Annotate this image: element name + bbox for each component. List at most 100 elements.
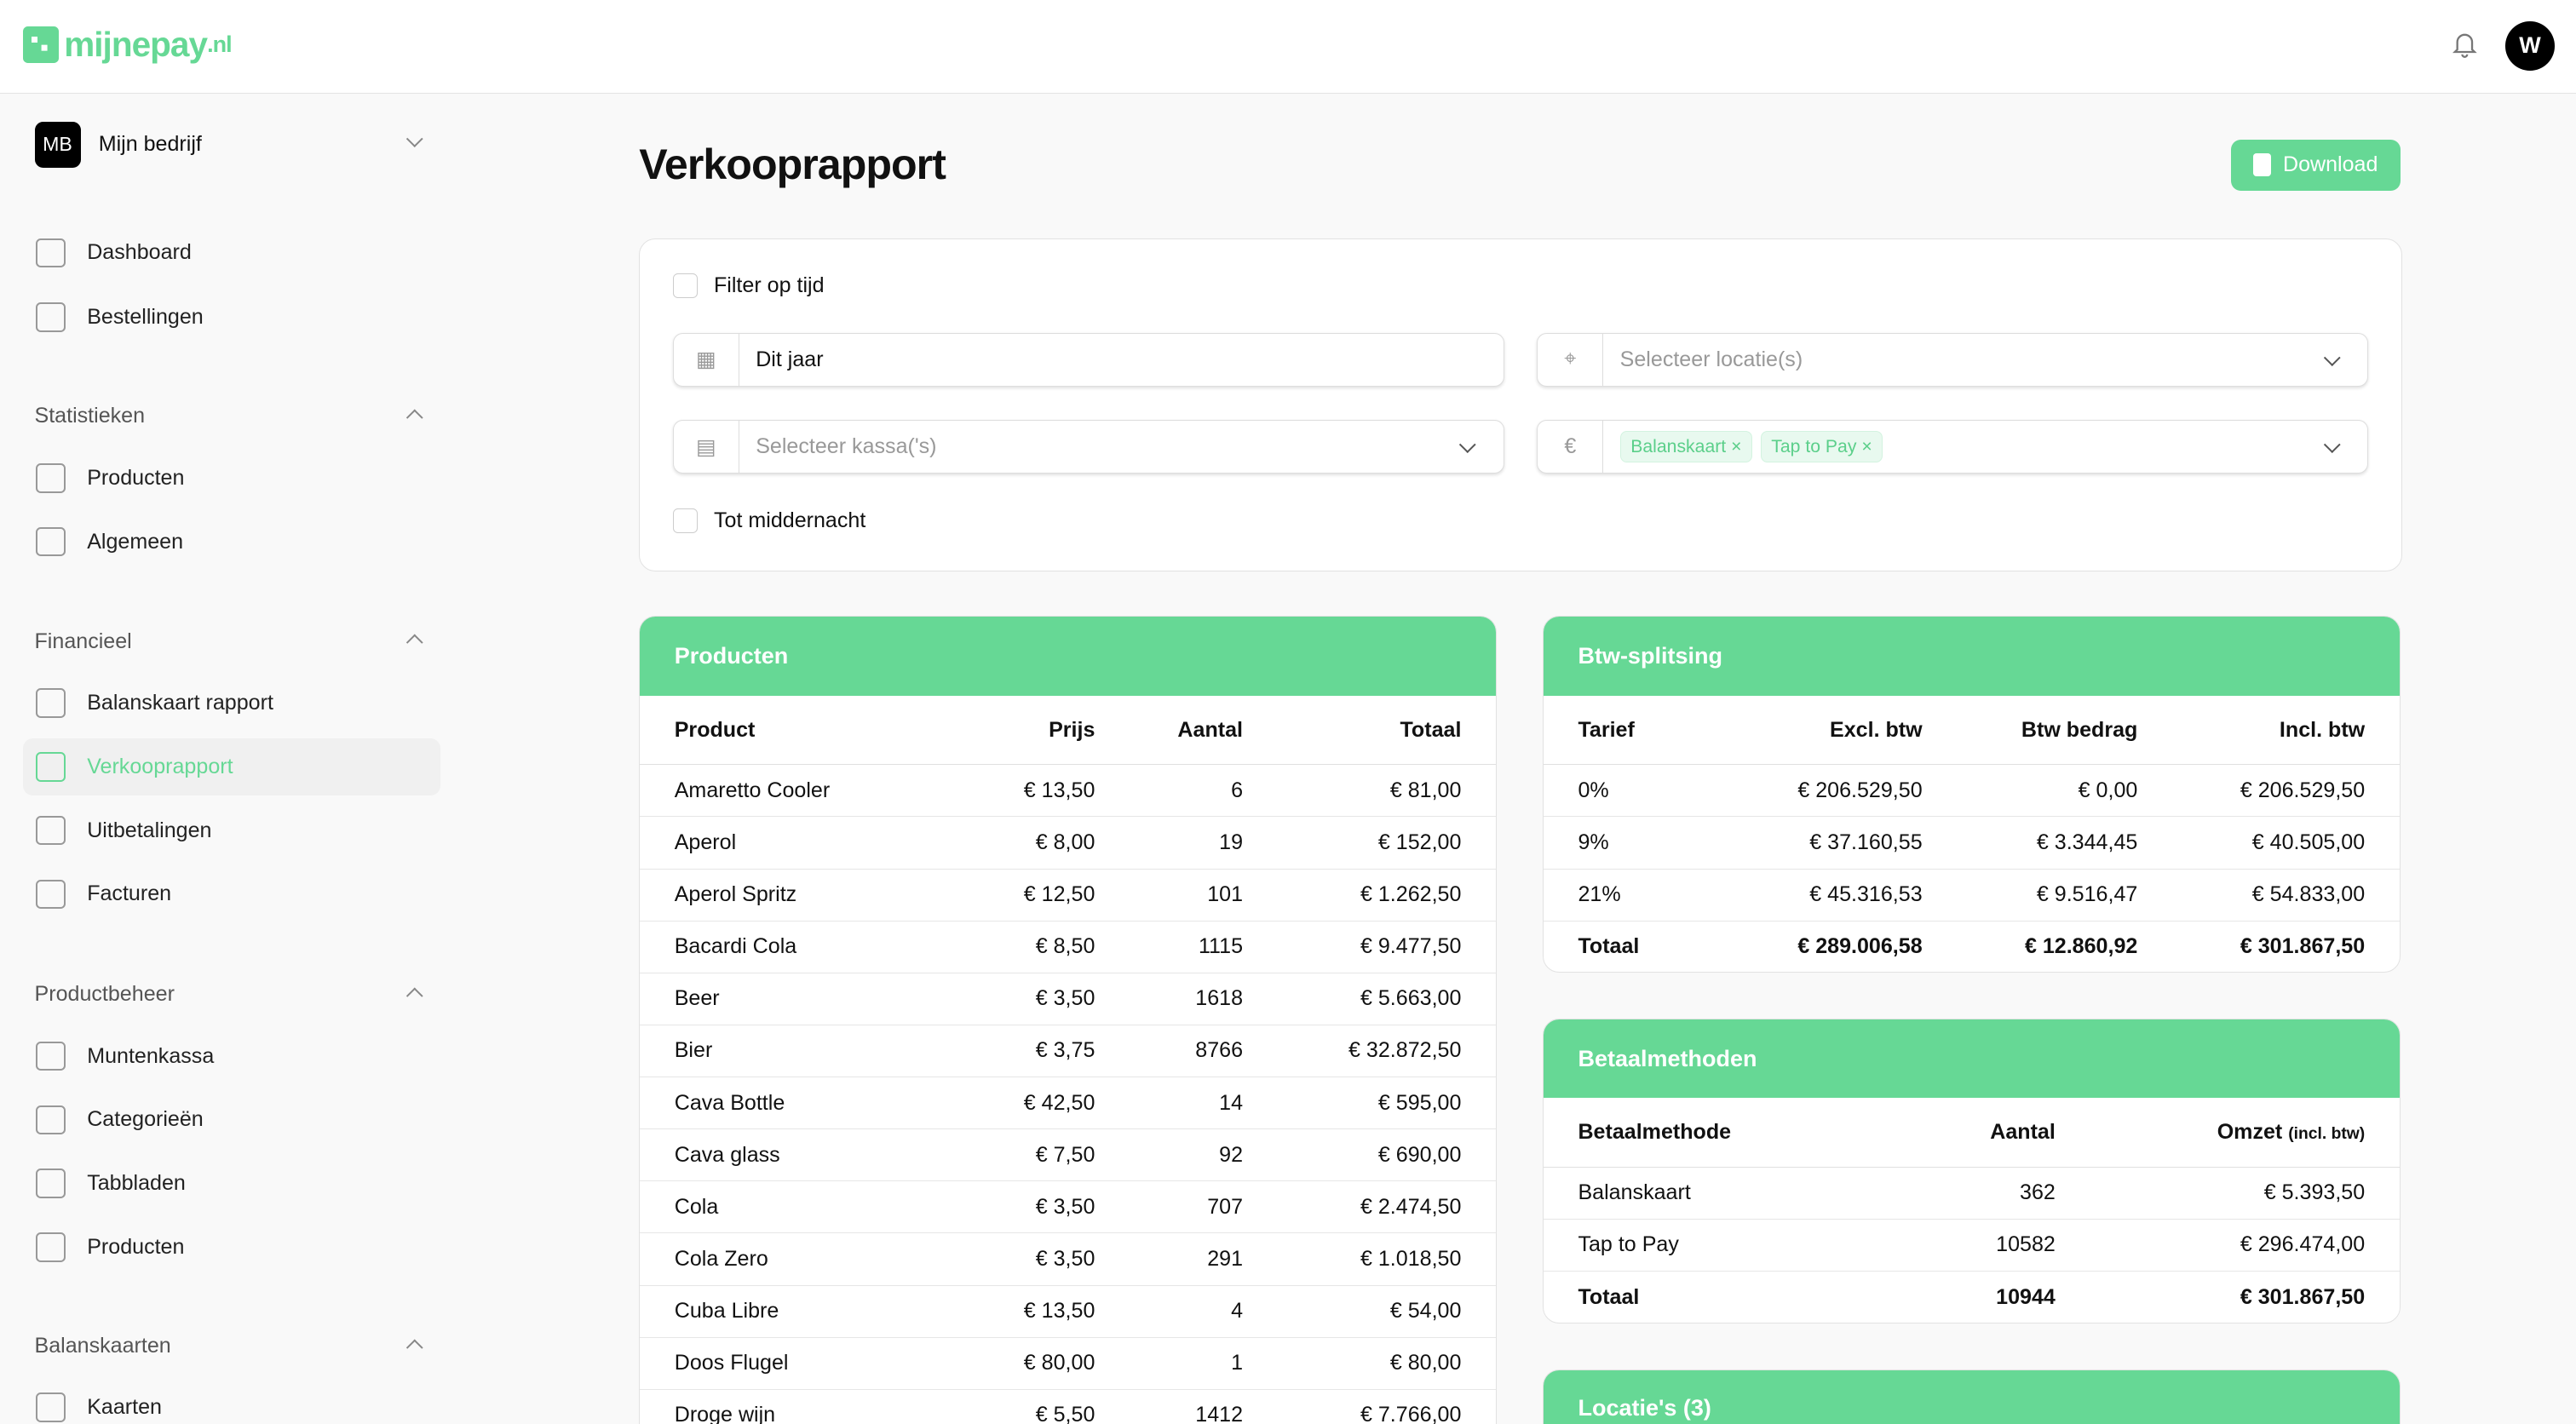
chevron-down-icon [2324, 348, 2341, 366]
table-row: 21% € 45.316,53 € 9.516,47 € 54.833,00 [1543, 869, 2400, 922]
table-cell: € 206.529,50 [2171, 764, 2400, 818]
sidebar-item-uitbetalingen[interactable]: Uitbetalingen [23, 801, 440, 859]
register-select[interactable]: ▤ Selecteer kassa('s) [672, 419, 1504, 474]
table-cell: € 45.316,53 [1729, 869, 1958, 922]
locations-title[interactable]: Locatie's (3) [1543, 1370, 2400, 1424]
mijnepay-logo[interactable]: mijnepay .nl [23, 25, 233, 65]
chevron-down-icon [1459, 436, 1476, 453]
column-header: Incl. btw [2171, 695, 2400, 766]
column-header-label: Betaalmethode [1578, 1120, 1732, 1145]
table-row: Droge wijn € 5,50 1412 € 7.766,00 [640, 1389, 1496, 1424]
checkbox-box[interactable] [672, 273, 698, 299]
sidebar-item-muntenkassa[interactable]: Muntenkassa [23, 1027, 440, 1085]
remove-tag-icon[interactable]: × [1731, 436, 1742, 456]
tabs-icon [36, 1168, 66, 1199]
sidebar-section-balanskaarten[interactable]: Balanskaarten [34, 1334, 171, 1358]
table-cell: Cola [640, 1180, 973, 1234]
table-cell: Beer [640, 973, 973, 1025]
table-cell: € 5,50 [972, 1389, 1130, 1424]
column-header-label: Prijs [1049, 717, 1095, 742]
sidebar-item-label: Balanskaart rapport [87, 690, 273, 715]
vat-table: Tarief Excl. btw Btw bedrag Incl. btw 0% € 20… [1543, 695, 2400, 972]
table-cell: 4 [1129, 1285, 1278, 1338]
checkbox-box[interactable] [672, 508, 698, 533]
chevron-up-icon[interactable] [406, 988, 423, 1005]
sidebar-section-financieel[interactable]: Financieel [34, 629, 132, 653]
column-header: Aantal [1920, 1098, 2090, 1168]
chevron-up-icon[interactable] [406, 1339, 423, 1356]
table-cell: € 3.344,45 [1957, 816, 2172, 870]
logo-tld: .nl [207, 31, 233, 57]
column-header: Prijs [972, 695, 1130, 766]
sidebar-item-facturen[interactable]: Facturen [23, 865, 440, 923]
products-card: Producten Product Prijs Aantal Totaal Amaret… [639, 616, 1497, 1424]
table-cell: € 3,50 [972, 1180, 1130, 1234]
table-cell: 1 [1129, 1337, 1278, 1390]
remove-tag-icon[interactable]: × [1861, 436, 1872, 456]
card-icon [36, 1392, 66, 1423]
table-cell: 101 [1129, 869, 1278, 922]
location-select[interactable]: ⌖ Selecteer locatie(s) [1537, 332, 2369, 388]
sidebar-item-balanskaart-rapport[interactable]: Balanskaart rapport [23, 675, 440, 732]
products-table: Product Prijs Aantal Totaal Amaretto Cooler €… [640, 695, 1496, 1424]
sidebar-item-verkooprapport[interactable]: Verkooprapport [23, 738, 440, 795]
table-cell: € 42,50 [972, 1077, 1130, 1130]
column-header: Product [640, 695, 973, 766]
chevron-up-icon[interactable] [406, 634, 423, 652]
sidebar-section-productbeheer[interactable]: Productbeheer [34, 982, 175, 1007]
table-cell: 362 [1920, 1167, 2090, 1220]
chevron-down-icon [406, 130, 423, 147]
checkbox-label: Filter op tijd [713, 273, 825, 298]
register-icon: ▤ [674, 420, 739, 474]
table-row: 0% € 206.529,50 € 0,00 € 206.529,50 [1543, 764, 2400, 818]
table-row: Cola Zero € 3,50 291 € 1.018,50 [640, 1232, 1496, 1286]
filter-time-checkbox[interactable]: Filter op tijd [672, 273, 825, 299]
sidebar-item-tabbladen[interactable]: Tabbladen [23, 1155, 440, 1213]
bell-icon[interactable] [2450, 30, 2480, 60]
map-pin-icon: ⌖ [1538, 333, 1604, 387]
table-cell: € 9.477,50 [1277, 921, 1496, 973]
company-switcher[interactable]: MB Mijn bedrijf [34, 121, 429, 168]
euro-icon [36, 815, 66, 846]
document-icon [36, 688, 66, 718]
table-cell: € 1.262,50 [1277, 869, 1496, 922]
table-cell: € 37.160,55 [1729, 816, 1958, 870]
sidebar-item-algemeen[interactable]: Algemeen [23, 513, 440, 571]
chevron-down-icon [2324, 436, 2341, 453]
sidebar-section-statistieken[interactable]: Statistieken [34, 404, 146, 428]
sidebar-item-kaarten[interactable]: Kaarten [23, 1392, 440, 1424]
table-cell: 10582 [1920, 1219, 2090, 1272]
company-name: Mijn bedrijf [98, 132, 202, 157]
table-cell: € 5.393,50 [2090, 1167, 2400, 1220]
products-title: Producten [640, 617, 1496, 696]
payments-card: Betaalmethoden Betaalmethode Aantal Omzet … [1542, 1018, 2401, 1324]
table-cell: € 13,50 [972, 1285, 1130, 1338]
payment-method-select[interactable]: € Balanskaart × Tap to Pay × [1537, 419, 2369, 474]
column-header-label: Omzet [2217, 1120, 2283, 1145]
table-cell: 21% [1543, 869, 1730, 922]
user-avatar[interactable]: W [2505, 21, 2555, 71]
table-cell: € 13,50 [972, 764, 1130, 818]
table-row: Bacardi Cola € 8,50 1115 € 9.477,50 [640, 921, 1496, 973]
download-button[interactable]: Download [2231, 139, 2401, 191]
table-cell: Doos Flugel [640, 1337, 973, 1390]
tag-balanskaart[interactable]: Balanskaart × [1619, 430, 1753, 463]
sidebar-item-categorieën[interactable]: Categorieën [23, 1091, 440, 1149]
invoice-icon [36, 879, 66, 910]
table-cell: € 80,00 [1277, 1337, 1496, 1390]
sidebar-item-dashboard[interactable]: Dashboard [23, 224, 440, 282]
table-cell: 14 [1129, 1077, 1278, 1130]
table-row: Aperol € 8,00 19 € 152,00 [640, 816, 1496, 870]
cart-icon [36, 301, 66, 332]
chevron-up-icon[interactable] [406, 410, 423, 427]
column-header-label: Product [674, 717, 756, 742]
table-row: Balanskaart 362 € 5.393,50 [1543, 1167, 2400, 1220]
tag-tap-to-pay[interactable]: Tap to Pay × [1760, 430, 1883, 463]
sidebar-item-producten[interactable]: Producten [23, 1219, 440, 1277]
period-select[interactable]: ▦ Dit jaar [672, 332, 1504, 388]
sidebar-item-bestellingen[interactable]: Bestellingen [23, 288, 440, 346]
table-cell: 8766 [1129, 1025, 1278, 1078]
table-cell: Cava glass [640, 1128, 973, 1182]
midnight-checkbox[interactable]: Tot middernacht [672, 508, 865, 533]
sidebar-item-producten[interactable]: Producten [23, 449, 440, 507]
